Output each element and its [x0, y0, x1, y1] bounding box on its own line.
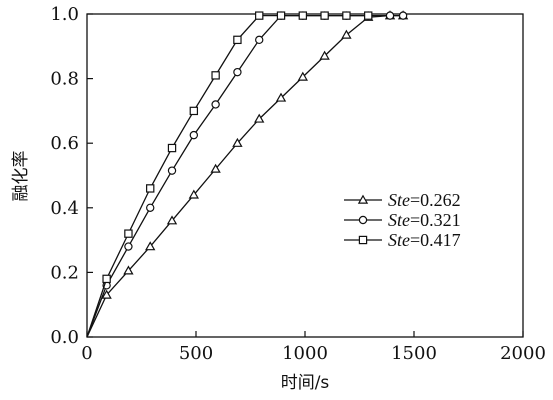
- legend-value: =0.417: [410, 230, 461, 250]
- y-tick-label: 1.0: [50, 4, 79, 25]
- circle-marker: [233, 67, 242, 77]
- circle-marker: [167, 166, 177, 175]
- square-marker: [146, 184, 155, 193]
- square-marker: [233, 35, 242, 45]
- x-tick-label: 1500: [391, 343, 437, 364]
- circle-marker: [385, 11, 395, 20]
- legend-entry: Ste=0.417: [344, 230, 461, 250]
- triangle-marker: [275, 92, 287, 102]
- series-triangle: [86, 10, 409, 338]
- square-marker: [102, 274, 111, 284]
- plot-frame: [86, 13, 524, 338]
- legend-value: =0.321: [410, 210, 461, 230]
- x-tick-label: 1000: [282, 343, 328, 364]
- y-axis-title: 融化率: [11, 151, 31, 202]
- legend-circle-marker: [358, 215, 368, 225]
- square-marker: [298, 11, 308, 20]
- triangle-marker: [101, 289, 112, 299]
- triangle-marker: [232, 137, 243, 147]
- series-layer: [86, 10, 409, 338]
- square-marker: [189, 106, 199, 116]
- triangle-marker: [188, 189, 199, 199]
- legend-symbol: Ste: [388, 190, 410, 210]
- square-marker: [167, 143, 177, 153]
- x-tick-label: 500: [179, 343, 213, 364]
- triangle-marker: [210, 163, 221, 173]
- triangle-marker: [145, 241, 156, 251]
- square-marker: [255, 11, 264, 20]
- triangle-marker: [166, 215, 178, 225]
- circle-marker: [146, 203, 155, 212]
- square-marker: [342, 11, 351, 20]
- circle-marker: [124, 242, 133, 251]
- triangle-marker: [254, 113, 265, 123]
- triangle-marker: [319, 50, 330, 60]
- x-axis-title: 时间/s: [281, 373, 330, 393]
- x-tick-label: 2000: [500, 343, 546, 364]
- series-circle: [86, 11, 408, 338]
- legend-label: Ste=0.417: [388, 230, 461, 250]
- triangle-marker: [297, 71, 308, 81]
- triangle-marker: [123, 265, 134, 275]
- x-tick-label: 0: [81, 343, 92, 364]
- series-square: [86, 11, 373, 338]
- series-line: [86, 14, 404, 338]
- legend-label: Ste=0.321: [388, 210, 461, 230]
- y-tick-label: 0.6: [50, 133, 79, 154]
- legend-entry: Ste=0.321: [344, 210, 461, 230]
- y-tick-label: 0.2: [50, 262, 79, 283]
- square-marker: [211, 71, 220, 80]
- y-tick-label: 0.0: [50, 327, 79, 348]
- axis-ticks: 0 500 1000 1500 2000 0.0 0.2 0.4 0.6 0.8 1.0: [50, 4, 546, 364]
- square-marker: [320, 11, 329, 20]
- y-tick-label: 0.8: [50, 69, 79, 90]
- circle-marker: [398, 11, 408, 20]
- circle-marker: [189, 130, 199, 140]
- legend-value: =0.262: [410, 190, 461, 210]
- circle-marker: [255, 35, 264, 45]
- square-marker: [276, 11, 286, 20]
- legend-symbol: Ste: [388, 230, 410, 250]
- legend-entry: Ste=0.262: [344, 190, 461, 210]
- legend-triangle-marker: [357, 194, 369, 204]
- legend-square-marker: [358, 235, 368, 245]
- circle-marker: [211, 100, 220, 109]
- square-marker: [124, 229, 133, 238]
- square-marker: [364, 11, 373, 20]
- y-tick-label: 0.4: [50, 198, 79, 219]
- triangle-marker: [341, 29, 352, 39]
- legend-label: Ste=0.262: [388, 190, 461, 210]
- series-line: [86, 14, 404, 338]
- series-line: [86, 14, 369, 338]
- legend-symbol: Ste: [388, 210, 410, 230]
